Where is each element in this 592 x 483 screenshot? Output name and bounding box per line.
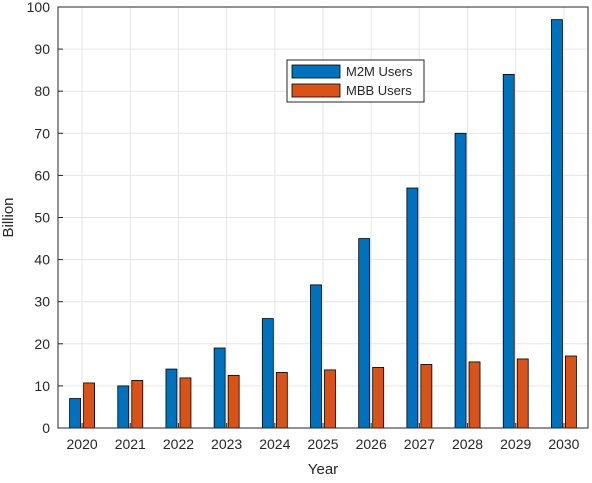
bar-mbb-2030 xyxy=(565,355,577,429)
bar-m2m-2023 xyxy=(213,347,226,429)
x-tick-label: 2022 xyxy=(163,436,194,452)
bar-m2m-2020 xyxy=(69,398,81,429)
y-tick-label: 60 xyxy=(34,167,50,183)
x-tick-label: 2028 xyxy=(452,436,483,452)
legend-label-mbb: MBB Users xyxy=(346,83,412,98)
y-tick-label: 10 xyxy=(34,378,50,394)
bar-m2m-2022 xyxy=(165,368,178,429)
bars xyxy=(69,19,577,429)
bar-m2m-2028 xyxy=(454,132,467,429)
x-tick-label: 2026 xyxy=(356,436,387,452)
y-tick-label: 0 xyxy=(42,420,50,436)
bar-mbb-2027 xyxy=(420,364,433,429)
bar-m2m-2030 xyxy=(551,19,563,429)
x-tick-label: 2029 xyxy=(500,436,531,452)
x-tick-label: 2021 xyxy=(115,436,146,452)
x-tick-label: 2025 xyxy=(307,436,338,452)
legend-swatch-mbb xyxy=(291,83,341,98)
bar-mbb-2028 xyxy=(468,361,481,429)
x-axis-title: Year xyxy=(308,461,338,478)
y-tick-label: 30 xyxy=(34,294,50,310)
legend-label-m2m: M2M Users xyxy=(346,64,413,79)
bar-mbb-2024 xyxy=(275,372,288,429)
x-tick-label: 2023 xyxy=(211,436,242,452)
bar-mbb-2022 xyxy=(179,377,192,429)
bar-mbb-2026 xyxy=(372,366,385,429)
bar-m2m-2027 xyxy=(406,187,419,429)
y-tick-label: 20 xyxy=(34,336,50,352)
bar-mbb-2029 xyxy=(516,358,529,429)
bar-m2m-2025 xyxy=(310,284,322,429)
y-tick-label: 90 xyxy=(34,41,50,57)
x-tick-label: 2024 xyxy=(259,436,290,452)
bar-mbb-2023 xyxy=(227,374,240,429)
legend-swatch-m2m xyxy=(291,64,341,79)
legend: M2M Users MBB Users xyxy=(286,59,425,103)
y-tick-label: 50 xyxy=(34,210,50,226)
bar-m2m-2024 xyxy=(261,318,274,429)
x-tick-label: 2030 xyxy=(548,436,579,452)
y-tick-label: 70 xyxy=(34,125,50,141)
bar-m2m-2026 xyxy=(358,238,371,429)
y-tick-label: 40 xyxy=(34,252,50,268)
bar-mbb-2021 xyxy=(131,380,144,429)
x-tick-label: 2020 xyxy=(67,436,98,452)
bar-mbb-2020 xyxy=(83,382,95,429)
y-tick-label: 80 xyxy=(34,83,50,99)
x-tick-label: 2027 xyxy=(404,436,435,452)
bar-mbb-2025 xyxy=(324,369,336,429)
y-tick-label: 100 xyxy=(27,0,51,15)
y-axis-title: Billion xyxy=(0,197,17,237)
bar-m2m-2029 xyxy=(502,73,515,429)
bar-m2m-2021 xyxy=(117,385,130,429)
